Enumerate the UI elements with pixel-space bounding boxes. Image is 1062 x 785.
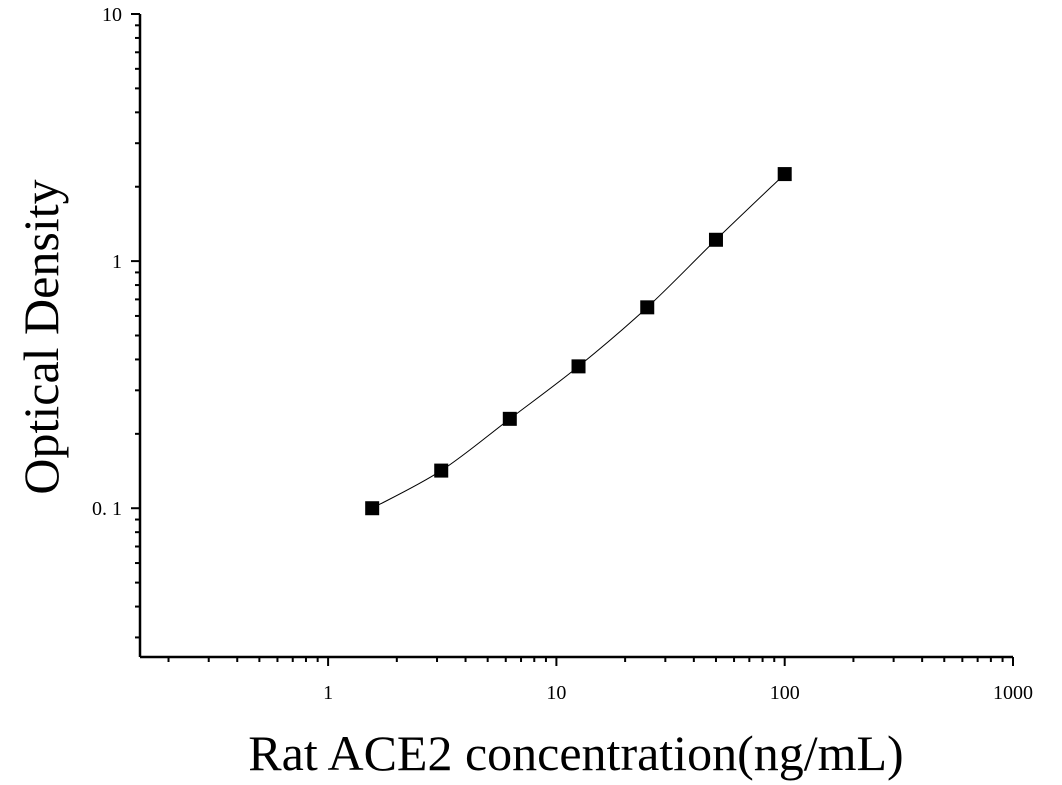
data-point-marker [434, 463, 449, 478]
data-point-marker [777, 167, 792, 182]
x-axis-title: Rat ACE2 concentration(ng/mL) [248, 725, 903, 781]
data-point-marker [571, 359, 586, 374]
x-tick-label: 100 [770, 682, 800, 704]
y-tick-label: 10 [102, 4, 122, 26]
y-axis-title: Optical Density [13, 179, 69, 494]
data-point-marker [708, 232, 723, 247]
x-tick-label: 1000 [993, 682, 1033, 704]
x-tick-label: 1 [323, 682, 333, 704]
fit-curve [371, 173, 786, 509]
y-tick-label: 0. 1 [92, 498, 122, 520]
data-points [365, 167, 792, 516]
x-tick-label: 10 [546, 682, 566, 704]
data-point-marker [365, 501, 380, 516]
y-axis-tick-labels: 0. 1 1 10 [92, 4, 122, 520]
data-point-marker [640, 300, 655, 315]
data-point-marker [502, 411, 517, 426]
y-axis-ticks [131, 13, 140, 639]
x-axis-tick-labels: 1 10 100 1000 [323, 682, 1033, 704]
y-tick-label: 1 [112, 251, 122, 273]
x-axis-ticks [167, 657, 1014, 666]
axes [138, 14, 1013, 659]
